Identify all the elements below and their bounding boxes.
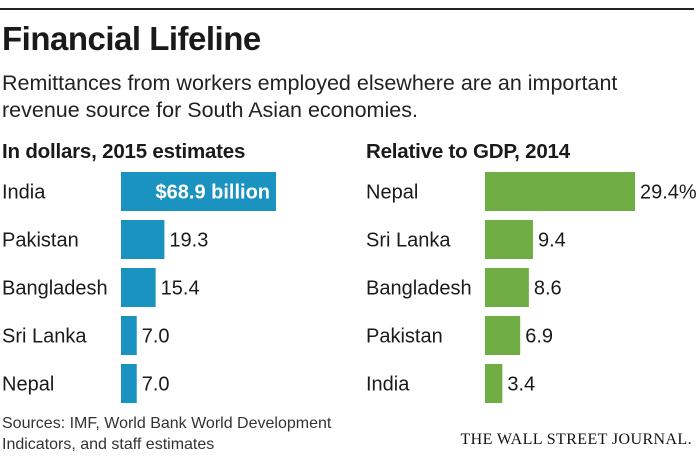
top-rule [0,8,694,10]
right-panel-title: Relative to GDP, 2014 [366,140,570,163]
right-category-label: Nepal [366,182,418,204]
left-category-label: Nepal [2,374,54,396]
source-note: Sources: IMF, World Bank World Developme… [2,415,332,453]
left-bar [121,316,137,355]
right-category-label: Sri Lanka [366,230,451,252]
left-category-label: Sri Lanka [2,326,87,348]
right-bar [485,172,635,211]
left-panel-title: In dollars, 2015 estimates [2,140,246,163]
left-bar [121,220,165,259]
wsj-logo: THE WALL STREET JOURNAL. [460,431,692,448]
right-category-label: India [366,374,410,396]
left-value-label: 7.0 [142,374,170,396]
right-value-label: 9.4 [538,230,566,252]
right-value-label: 8.6 [534,278,562,300]
right-bar [485,364,503,403]
right-category-label: Pakistan [366,326,443,348]
left-category-label: India [2,182,46,204]
chart-title: Financial Lifeline [2,20,261,57]
left-value-label: 7.0 [142,326,170,348]
left-bar [121,364,137,403]
right-value-label: 29.4% [640,182,697,204]
right-value-label: 6.9 [525,326,553,348]
chart-subtitle: Remittances from workers employed elsewh… [2,71,618,122]
right-bar [485,316,521,355]
left-bar [121,268,156,307]
left-value-label: $68.9 billion [156,182,270,204]
left-category-label: Bangladesh [2,278,108,300]
right-bar [485,220,533,259]
left-category-label: Pakistan [2,230,79,252]
left-value-label: 19.3 [169,230,208,252]
right-bar [485,268,529,307]
right-value-label: 3.4 [507,374,535,396]
left-bar [121,172,276,211]
left-value-label: 15.4 [161,278,200,300]
right-category-label: Bangladesh [366,278,472,300]
